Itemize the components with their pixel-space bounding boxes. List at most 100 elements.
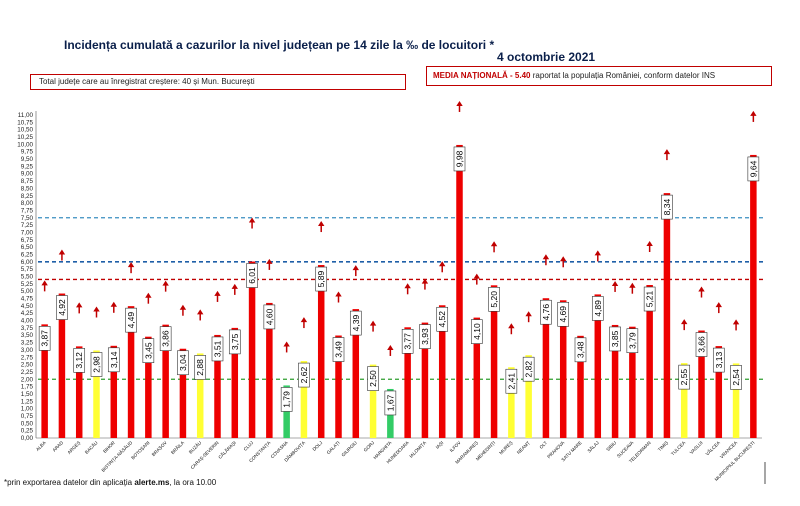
y-tick-label: 11,00 bbox=[18, 112, 34, 119]
data-label: 1,79 bbox=[280, 387, 293, 412]
y-tick-label: 1,00 bbox=[21, 406, 34, 413]
growth-note: Total județe care au înregistrat creșter… bbox=[39, 77, 255, 86]
bar bbox=[473, 317, 481, 438]
data-label: 9,64 bbox=[747, 156, 760, 182]
category-label: CĂLĂRAȘI bbox=[217, 439, 237, 459]
data-label-box bbox=[125, 307, 137, 333]
bar bbox=[352, 309, 360, 438]
y-tick-label: 9,25 bbox=[21, 163, 34, 170]
data-label: 2,82 bbox=[522, 356, 535, 382]
bar bbox=[127, 306, 135, 438]
bar bbox=[369, 364, 377, 438]
national-average-note: raportat la populația României, conform … bbox=[532, 71, 716, 80]
data-label: 3,14 bbox=[107, 347, 120, 373]
category-label: BISTRIȚA-NĂSĂUD bbox=[100, 439, 134, 473]
data-label: 3,45 bbox=[142, 338, 155, 363]
data-label-text: 5,20 bbox=[489, 291, 499, 308]
chart-title: Incidența cumulată a cazurilor la nivel … bbox=[64, 38, 495, 52]
trend-arrow-head-icon bbox=[732, 319, 740, 325]
bar bbox=[231, 327, 239, 438]
category-label: TIMIȘ bbox=[657, 440, 669, 452]
data-label: 3,86 bbox=[159, 326, 172, 351]
data-label-text: 3,66 bbox=[697, 336, 707, 353]
bar bbox=[594, 294, 602, 438]
national-average-box: MEDIA NAȚIONALĂ - 5.40 raportat la popul… bbox=[426, 66, 772, 86]
trend-arrow-head-icon bbox=[300, 317, 308, 323]
trend-arrow-head-icon bbox=[404, 283, 411, 289]
data-label-box bbox=[228, 329, 241, 355]
bar bbox=[680, 363, 688, 438]
data-label-box bbox=[712, 347, 725, 373]
y-tick-label: 1,75 bbox=[21, 384, 34, 391]
trend-arrow-head-icon bbox=[318, 221, 325, 227]
data-label-text: 3,12 bbox=[74, 352, 84, 369]
data-label: 4,69 bbox=[557, 301, 570, 327]
bar bbox=[438, 305, 446, 438]
category-label: BRĂILA bbox=[169, 439, 185, 455]
category-label: OLT bbox=[539, 440, 549, 450]
trend-arrow-head-icon bbox=[611, 280, 619, 286]
bar bbox=[162, 324, 169, 438]
trend-arrow-head-icon bbox=[110, 301, 117, 307]
y-tick-label: 0,00 bbox=[21, 435, 34, 442]
bar bbox=[266, 302, 273, 438]
data-label: 3,87 bbox=[38, 326, 51, 351]
data-label-text: 9,98 bbox=[455, 150, 465, 167]
category-label: VÂLCEA bbox=[704, 439, 722, 457]
category-label: ARAD bbox=[52, 440, 65, 453]
category-label: IAȘI bbox=[435, 440, 445, 450]
y-tick-label: 10,00 bbox=[17, 141, 33, 148]
data-label-text: 2,50 bbox=[368, 370, 378, 387]
data-label: 3,66 bbox=[695, 332, 708, 357]
bar bbox=[646, 285, 653, 438]
trend-arrow-head-icon bbox=[715, 302, 722, 308]
data-label-box bbox=[246, 263, 258, 288]
trend-arrow-head-icon bbox=[197, 309, 204, 315]
category-label: MUREȘ bbox=[498, 440, 513, 455]
data-label-box bbox=[505, 368, 518, 394]
data-label-box bbox=[263, 304, 276, 330]
trend-arrow-head-icon bbox=[93, 306, 100, 312]
bar bbox=[300, 361, 308, 438]
y-tick-label: 7,75 bbox=[21, 207, 34, 214]
national-average-label: MEDIA NAȚIONALĂ bbox=[433, 71, 508, 80]
y-tick-label: 2,00 bbox=[21, 376, 34, 383]
bar bbox=[456, 144, 463, 438]
data-label-box bbox=[557, 301, 570, 327]
data-label-box bbox=[574, 337, 587, 363]
data-label-text: 4,76 bbox=[541, 304, 551, 321]
trend-arrow-head-icon bbox=[76, 302, 83, 308]
data-label-box bbox=[367, 366, 379, 391]
data-label-text: 4,69 bbox=[558, 306, 568, 323]
bar bbox=[248, 261, 256, 438]
data-label-text: 2,88 bbox=[195, 359, 205, 376]
data-label-box bbox=[211, 336, 224, 362]
bar bbox=[335, 335, 342, 438]
y-tick-label: 3,25 bbox=[21, 340, 34, 347]
trend-arrow-head-icon bbox=[214, 290, 221, 296]
data-label-text: 2,82 bbox=[524, 361, 534, 378]
data-label-text: 8,34 bbox=[662, 199, 672, 216]
trend-arrow-head-icon bbox=[439, 261, 446, 267]
bar bbox=[542, 298, 550, 438]
data-label-box bbox=[73, 348, 86, 373]
bar bbox=[715, 346, 723, 438]
trend-arrow-head-icon bbox=[473, 273, 480, 279]
data-label: 3,49 bbox=[332, 337, 345, 362]
trend-arrow-head-icon bbox=[750, 110, 757, 116]
bar bbox=[93, 350, 100, 438]
y-tick-label: 10,25 bbox=[17, 134, 33, 141]
trend-arrow-head-icon bbox=[283, 341, 290, 347]
y-tick-label: 3,50 bbox=[21, 332, 34, 339]
data-label-box bbox=[401, 328, 414, 354]
bar bbox=[629, 326, 636, 438]
y-tick-label: 4,50 bbox=[21, 303, 34, 310]
trend-arrow-head-icon bbox=[421, 278, 429, 284]
y-tick-label: 5,50 bbox=[21, 274, 34, 281]
trend-arrow-head-icon bbox=[127, 262, 135, 268]
data-label-text: 5,89 bbox=[316, 271, 326, 288]
data-label-box bbox=[540, 299, 552, 325]
data-label-box bbox=[730, 365, 742, 390]
data-label-box bbox=[315, 266, 328, 292]
